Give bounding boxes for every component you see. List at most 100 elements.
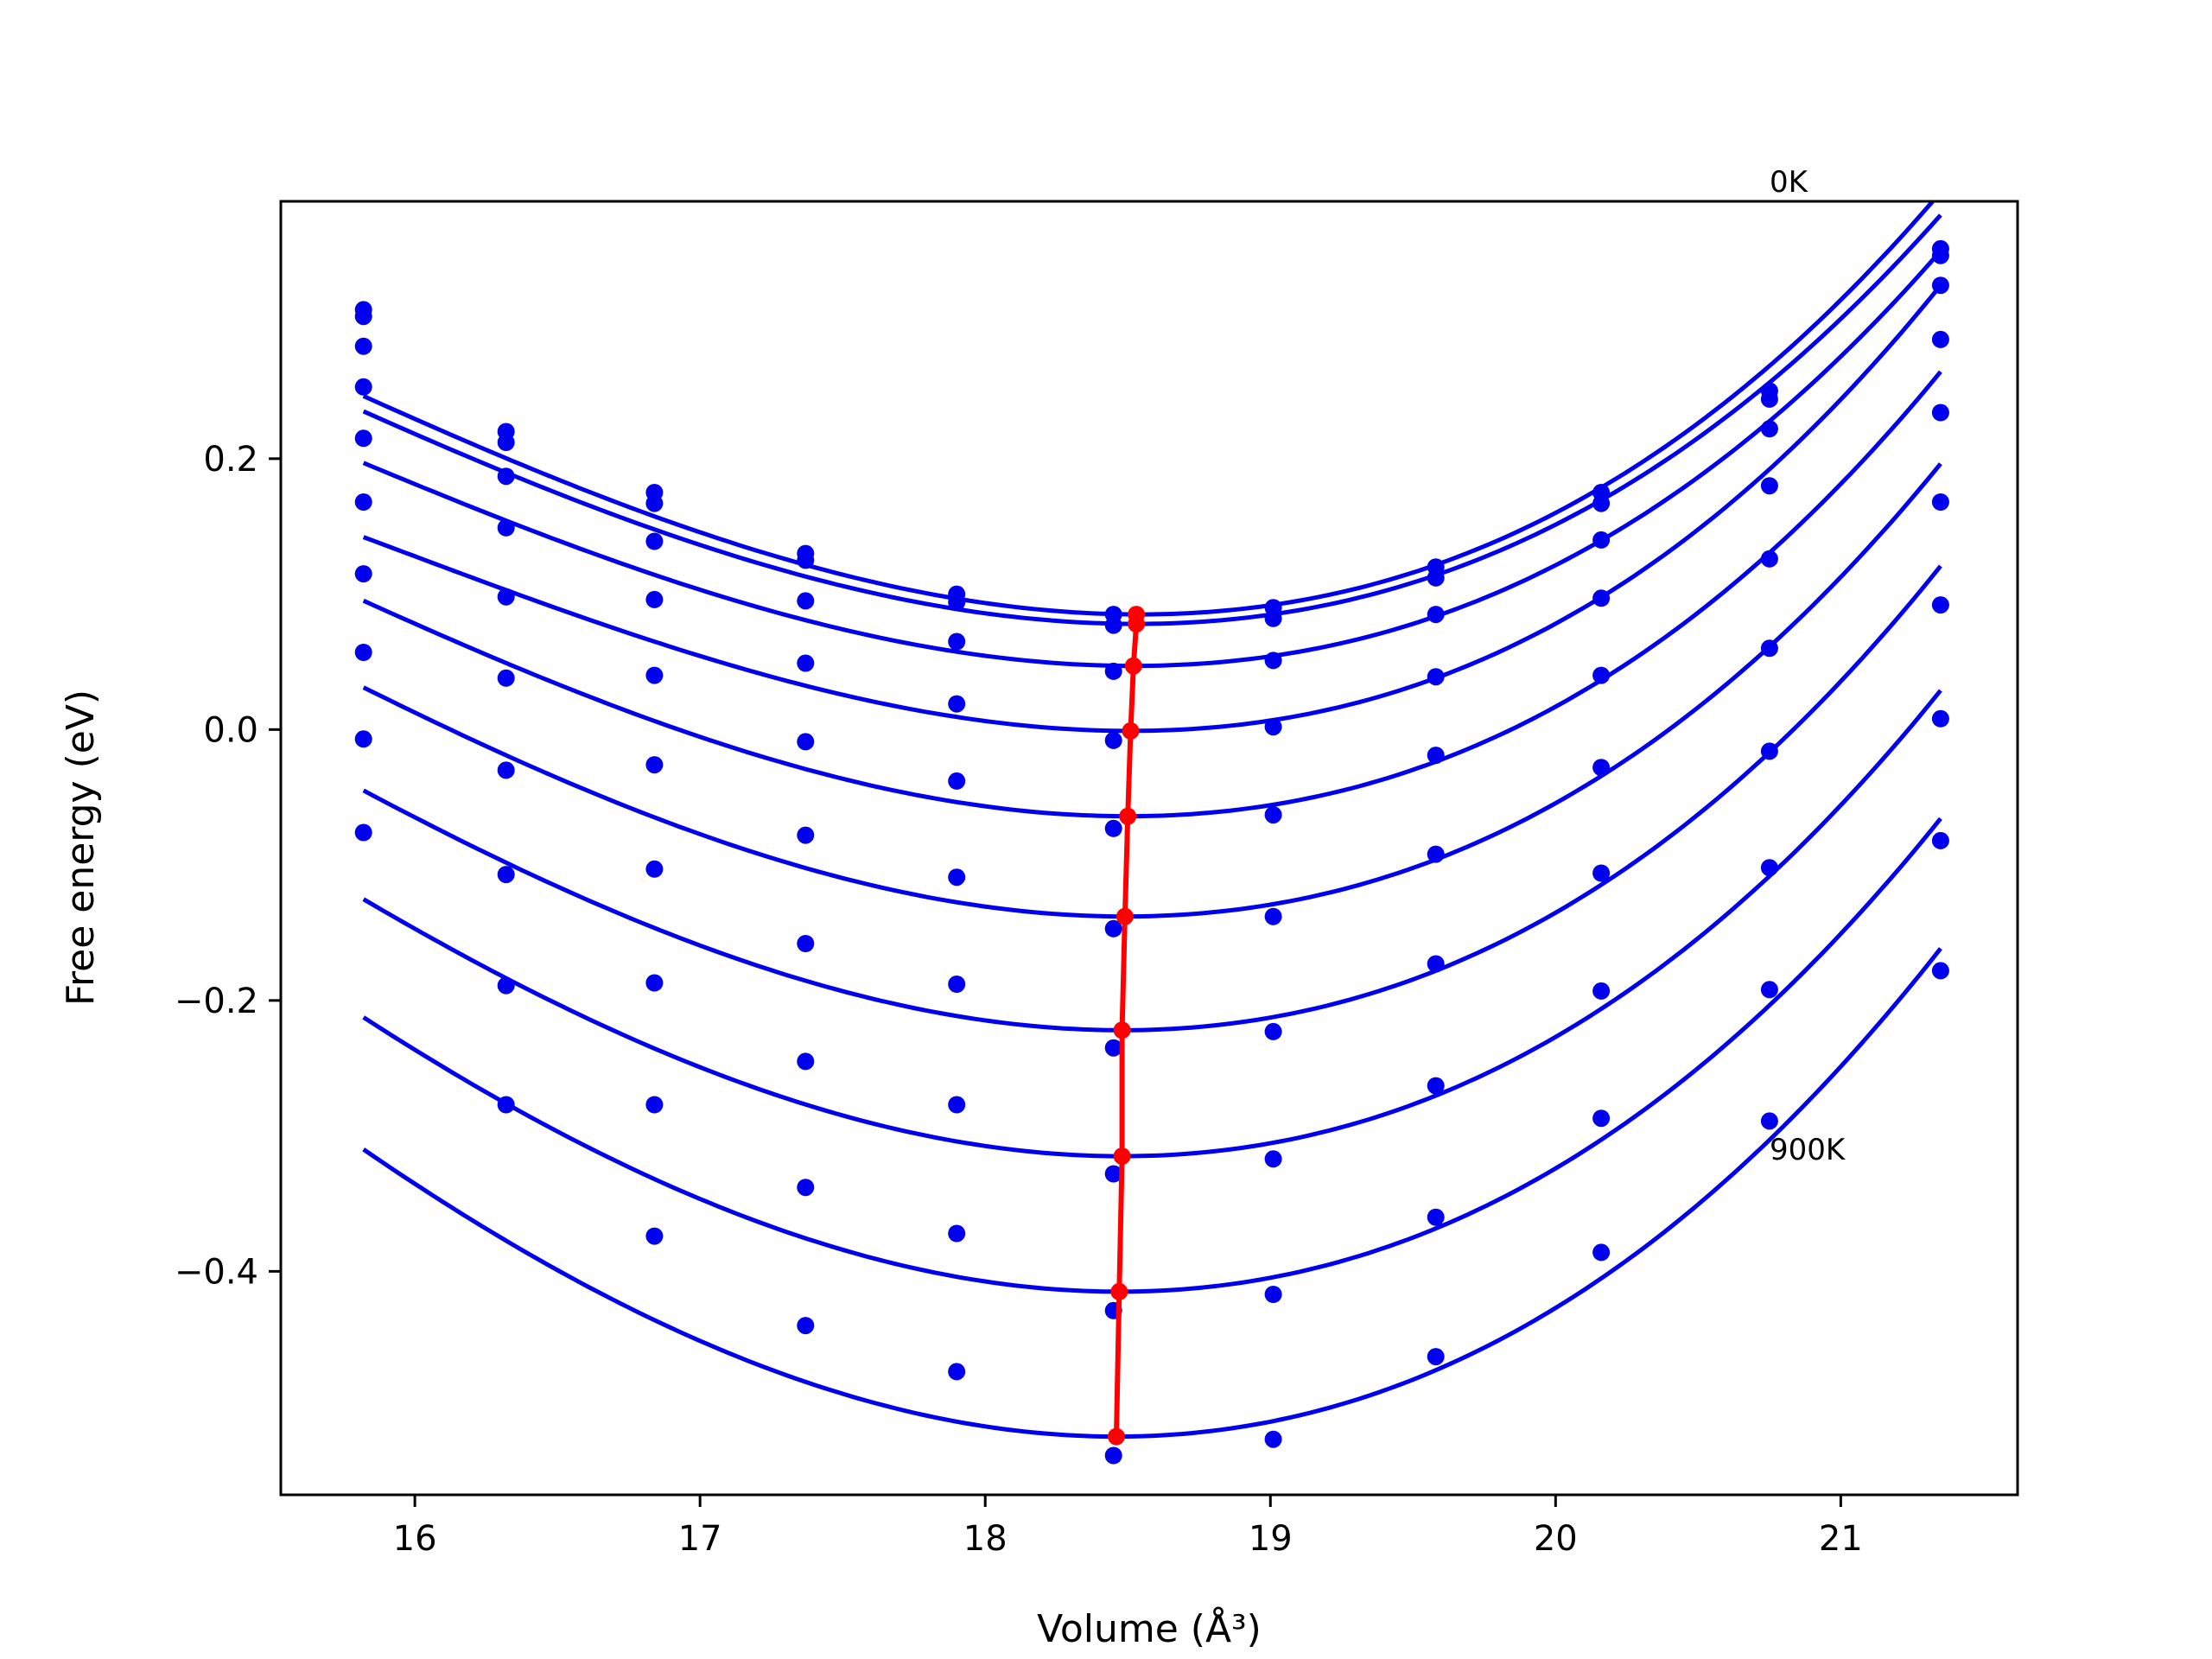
data-point-900k-5 [1104, 1446, 1122, 1465]
data-point-700k-0 [354, 644, 372, 661]
fit-curve-300k [362, 283, 1942, 734]
fit-curve-0k [362, 201, 1936, 617]
data-point-200k-5 [1104, 662, 1122, 680]
data-point-100k-8 [1592, 494, 1611, 512]
x-tick-label: 17 [678, 1519, 722, 1559]
data-point-700k-9 [1760, 859, 1778, 877]
annotation-900k: 900K [1770, 1133, 1847, 1167]
minimum-line-path [1114, 614, 1140, 1437]
data-point-400k-3 [797, 733, 815, 751]
data-point-200k-10 [1931, 276, 1949, 295]
data-point-500k-2 [645, 756, 664, 774]
fit-curve-100k [362, 213, 1942, 626]
x-tick-label: 21 [1819, 1519, 1863, 1559]
data-point-100k-2 [645, 494, 664, 512]
data-point-800k-8 [1592, 1109, 1611, 1128]
y-axis-label: Free energy (eV) [59, 690, 103, 1006]
data-point-600k-8 [1592, 864, 1611, 882]
data-point-400k-0 [354, 429, 372, 448]
data-point-300k-10 [1931, 330, 1949, 348]
data-point-500k-8 [1592, 759, 1611, 777]
minimum-point-9 [1108, 1427, 1125, 1446]
data-point-200k-2 [645, 532, 664, 550]
y-axis-ticks: −0.4 −0.2 0.0 0.2 [175, 440, 281, 1292]
x-tick-label: 19 [1249, 1519, 1293, 1559]
data-point-700k-4 [948, 1096, 966, 1114]
data-point-300k-9 [1760, 477, 1778, 495]
data-point-900k-1 [497, 1096, 515, 1114]
data-point-500k-6 [1264, 907, 1282, 925]
data-point-400k-8 [1592, 666, 1611, 684]
fit-curve-700k [362, 689, 1942, 1159]
data-point-800k-4 [948, 1224, 966, 1243]
data-point-400k-9 [1760, 550, 1778, 568]
data-point-100k-10 [1931, 246, 1949, 264]
data-point-700k-8 [1592, 982, 1611, 1000]
data-point-800k-6 [1264, 1286, 1282, 1303]
data-point-200k-0 [354, 337, 372, 355]
y-tick-label: 0.2 [203, 440, 258, 480]
data-point-600k-6 [1264, 1022, 1282, 1040]
data-point-700k-6 [1264, 1150, 1282, 1168]
fit-curves [362, 201, 1942, 1440]
data-point-500k-5 [1104, 919, 1122, 938]
x-tick-label: 18 [963, 1519, 1007, 1559]
annotation-0k: 0K [1770, 165, 1809, 200]
data-point-200k-4 [948, 632, 966, 651]
data-point-500k-10 [1931, 493, 1949, 511]
data-point-500k-0 [354, 493, 372, 511]
data-point-500k-9 [1760, 639, 1778, 658]
data-point-200k-1 [497, 467, 515, 486]
minimum-point-2 [1124, 657, 1142, 675]
data-point-900k-4 [948, 1363, 966, 1381]
data-point-600k-10 [1931, 596, 1949, 614]
data-point-700k-1 [497, 866, 515, 884]
data-point-400k-6 [1264, 806, 1282, 824]
data-point-900k-7 [1427, 1348, 1445, 1366]
data-point-600k-7 [1427, 955, 1445, 973]
data-point-500k-4 [948, 868, 966, 887]
data-point-800k-1 [497, 976, 515, 995]
data-point-200k-9 [1760, 420, 1778, 438]
data-point-800k-7 [1427, 1208, 1445, 1226]
minimum-point-6 [1113, 1021, 1131, 1039]
fit-curve-800k [362, 817, 1942, 1294]
x-tick-label: 20 [1534, 1519, 1578, 1559]
data-point-700k-5 [1104, 1165, 1122, 1183]
data-point-600k-2 [645, 860, 664, 878]
x-tick-label: 16 [393, 1519, 437, 1559]
data-point-900k-2 [645, 1227, 664, 1245]
data-point-300k-4 [948, 695, 966, 713]
y-tick-label: 0.0 [203, 710, 258, 750]
minimum-point-3 [1122, 721, 1140, 740]
data-point-100k-3 [797, 551, 815, 569]
data-point-600k-9 [1760, 742, 1778, 760]
data-point-200k-8 [1592, 531, 1611, 549]
data-point-500k-7 [1427, 845, 1445, 863]
fit-curve-200k [362, 249, 1942, 669]
data-point-900k-3 [797, 1317, 815, 1335]
data-point-700k-3 [797, 1052, 815, 1071]
data-point-100k-7 [1427, 569, 1445, 587]
minimum-volume-line [1108, 606, 1146, 1446]
data-point-400k-7 [1427, 747, 1445, 765]
data-point-600k-0 [354, 565, 372, 583]
data-point-800k-3 [797, 1179, 815, 1197]
data-point-700k-7 [1427, 1077, 1445, 1095]
data-point-900k-6 [1264, 1430, 1282, 1448]
data-point-500k-1 [497, 669, 515, 687]
minimum-point-7 [1113, 1147, 1131, 1166]
data-point-300k-0 [354, 378, 372, 396]
data-point-400k-2 [645, 666, 664, 684]
data-point-800k-2 [645, 1096, 664, 1114]
data-point-700k-2 [645, 974, 664, 992]
data-point-200k-3 [797, 592, 815, 610]
data-point-100k-4 [948, 594, 966, 611]
fit-curve-600k [362, 564, 1942, 1033]
data-point-900k-0 [354, 823, 372, 842]
data-point-200k-6 [1264, 652, 1282, 670]
minimum-point-1 [1128, 615, 1146, 633]
data-point-800k-10 [1931, 831, 1949, 849]
fit-curve-400k [362, 370, 1942, 819]
